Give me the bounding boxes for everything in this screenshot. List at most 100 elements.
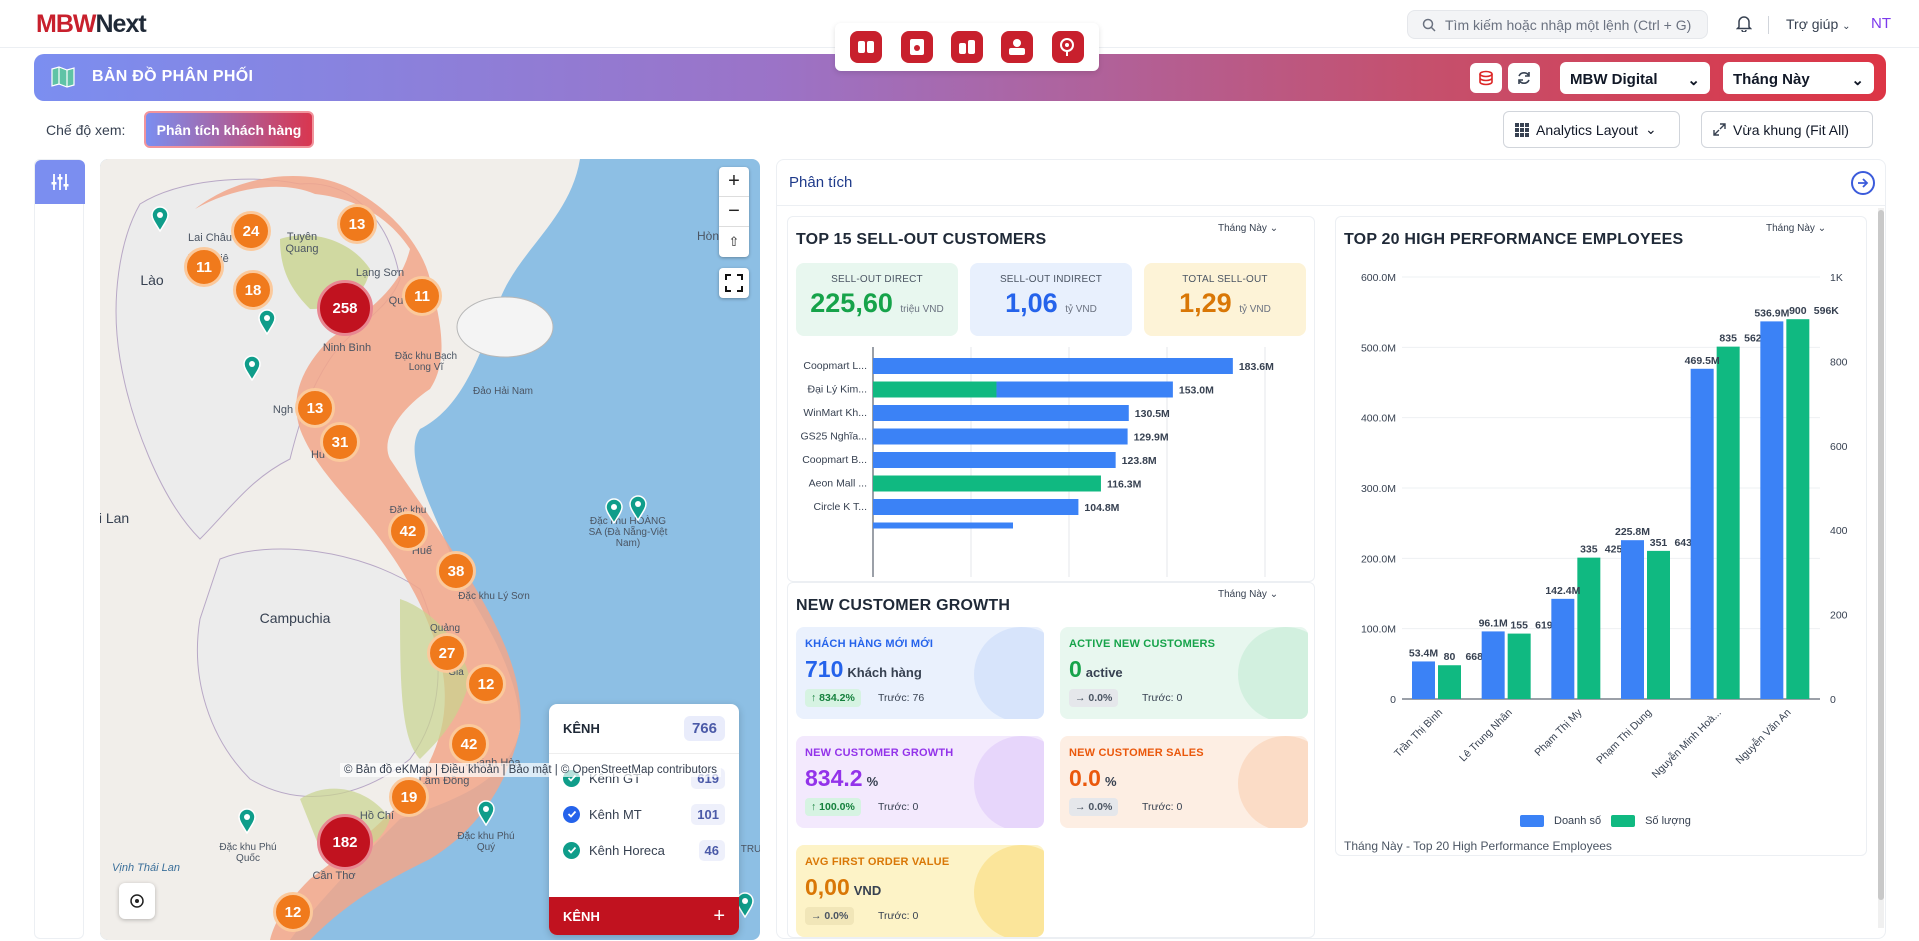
period-filter[interactable]: Tháng Này ⌄ (1218, 589, 1279, 600)
metric-previous: Trước: 0 (878, 801, 919, 813)
command-search[interactable]: Tìm kiếm hoặc nhập một lệnh (Ctrl + G) (1407, 10, 1708, 39)
map-cluster[interactable]: 12 (273, 892, 313, 932)
data-label: 116.3M (1107, 479, 1142, 491)
zoom-in-button[interactable]: + (719, 167, 749, 197)
legend-footer-button[interactable]: KÊNH + (549, 897, 739, 935)
period-select[interactable]: Tháng Này ⌄ (1723, 62, 1874, 94)
distribution-map[interactable]: Lào Campuchia i Lan Hòn Tuyên Quang Lai … (100, 159, 760, 940)
location-pin-icon[interactable] (605, 498, 623, 524)
refresh-button[interactable] (1508, 63, 1540, 93)
data-label: 835 (1719, 333, 1737, 345)
bar-so-luong (1577, 557, 1601, 699)
fit-all-button[interactable]: Vừa khung (Fit All) (1701, 111, 1873, 148)
map-cluster[interactable]: 27 (427, 633, 467, 673)
open-panel-button[interactable] (1851, 171, 1875, 195)
database-icon (1479, 70, 1493, 86)
map-cluster[interactable]: 38 (436, 551, 476, 591)
decor-circle (974, 845, 1044, 937)
location-pin-icon[interactable] (238, 808, 256, 834)
y-tick-label: 0 (1390, 694, 1396, 706)
database-button[interactable] (1470, 63, 1502, 93)
map-cluster[interactable]: 31 (320, 422, 360, 462)
kpi-sellout-direct: SELL-OUT DIRECT 225,60 triệu VND (796, 263, 958, 336)
user-avatar[interactable]: NT (1871, 15, 1891, 32)
x-tick-label: Phạm Thị Dung (1594, 707, 1654, 767)
map-cluster[interactable]: 13 (295, 388, 335, 428)
map-label: Lâm Đồng (418, 775, 470, 787)
top20-bar-chart: 0 100.0M 200.0M 300.0M 400.0M 500.0M 600.0M 0 20… (1361, 272, 1848, 781)
page-title: BẢN ĐỒ PHÂN PHỐI (92, 68, 254, 85)
metric-unit: Khách hàng (847, 665, 922, 680)
bar-so-luong (1786, 319, 1810, 699)
module-customer-icon[interactable] (1001, 31, 1034, 63)
data-label: 596K (1814, 305, 1840, 317)
location-pin-icon[interactable] (151, 206, 169, 232)
period-filter[interactable]: Tháng Này ⌄ (1766, 223, 1827, 234)
map-cluster[interactable]: 19 (389, 777, 429, 817)
fullscreen-button[interactable] (719, 268, 749, 298)
fullscreen-icon (725, 274, 743, 292)
data-label: 142.4M (1545, 585, 1580, 597)
map-label: Vịnh Thái Lan (112, 862, 180, 874)
map-cluster[interactable]: 12 (466, 664, 506, 704)
map-cluster[interactable]: 258 (317, 280, 373, 336)
location-pin-icon[interactable] (258, 309, 276, 335)
data-label: 335 (1580, 544, 1598, 556)
map-label: Đặc khu Phú Quý (457, 831, 515, 853)
filter-toggle-button[interactable] (35, 160, 85, 204)
location-pin-icon[interactable] (243, 355, 261, 381)
legend-swatch-so-luong (1611, 815, 1636, 827)
data-label: 153.0M (1179, 385, 1214, 397)
bar-so-luong (1507, 633, 1531, 699)
bar-so-luong (1647, 550, 1670, 699)
locate-button[interactable] (119, 883, 155, 919)
decor-circle (974, 627, 1044, 719)
data-label: 130.5M (1135, 408, 1170, 420)
compass-button[interactable]: ⇧ (728, 234, 740, 249)
location-pin-icon[interactable] (629, 495, 647, 521)
view-mode-button[interactable]: Phân tích khách hàng (144, 111, 314, 148)
map-cluster[interactable]: 42 (388, 511, 428, 551)
module-orders-icon[interactable] (850, 31, 883, 63)
bar-doanh-so (1621, 540, 1644, 699)
period-filter[interactable]: Tháng Này ⌄ (1218, 223, 1279, 234)
map-cluster[interactable]: 42 (449, 724, 489, 764)
map-cluster[interactable]: 24 (231, 211, 271, 251)
map-cluster[interactable]: 18 (233, 270, 273, 310)
company-select[interactable]: MBW Digital ⌄ (1560, 62, 1710, 94)
bar (873, 475, 1101, 492)
data-label: 96.1M (1479, 617, 1508, 629)
location-pin-icon[interactable] (477, 800, 495, 826)
kpi-sellout-indirect: SELL-OUT INDIRECT 1,06 tỷ VND (970, 263, 1132, 336)
map-cluster[interactable]: 11 (402, 276, 442, 316)
vertical-scrollbar[interactable] (1878, 208, 1884, 928)
zoom-out-button[interactable]: − (719, 197, 749, 227)
metric-previous: Trước: 0 (878, 910, 919, 922)
legend-item-mt[interactable]: Kênh MT 101 (549, 796, 739, 832)
tick-label: Coopmart B... (802, 454, 867, 466)
map-label: Lào (140, 272, 164, 288)
map-label: Campuchia (259, 610, 331, 626)
help-menu[interactable]: Trợ giúp ⌄ (1786, 16, 1851, 32)
y-tick-label: 400.0M (1361, 413, 1396, 425)
growth-metric-card: KHÁCH HÀNG MỚI MỚI 710 Khách hàng ↑ 834.2… (796, 627, 1044, 719)
bell-icon[interactable] (1736, 14, 1752, 32)
metric-label: AVG FIRST ORDER VALUE (805, 856, 950, 868)
module-location-icon[interactable] (1051, 31, 1084, 63)
data-label: 53.4M (1409, 647, 1438, 659)
analytics-layout-button[interactable]: Analytics Layout ⌄ (1503, 111, 1680, 148)
map-label: Tuyên Quang (285, 231, 319, 255)
chevron-down-icon: ⌄ (1687, 72, 1700, 89)
y2-tick-label: 600 (1830, 441, 1848, 453)
map-label: Đặc khu Lý Sơn (458, 591, 530, 602)
app-logo[interactable]: MBWNext (36, 10, 147, 38)
filter-side-panel (34, 159, 85, 939)
map-cluster[interactable]: 13 (337, 204, 377, 244)
top15-card: Tháng Này ⌄ TOP 15 SELL-OUT CUSTOMERS SE… (787, 216, 1315, 582)
map-cluster[interactable]: 11 (184, 247, 224, 287)
bar-doanh-so (1760, 321, 1784, 699)
module-inventory-icon[interactable] (950, 31, 983, 63)
legend-item-horeca[interactable]: Kênh Horeca 46 (549, 832, 739, 868)
map-cluster[interactable]: 182 (317, 814, 373, 870)
module-promo-icon[interactable] (900, 31, 933, 63)
